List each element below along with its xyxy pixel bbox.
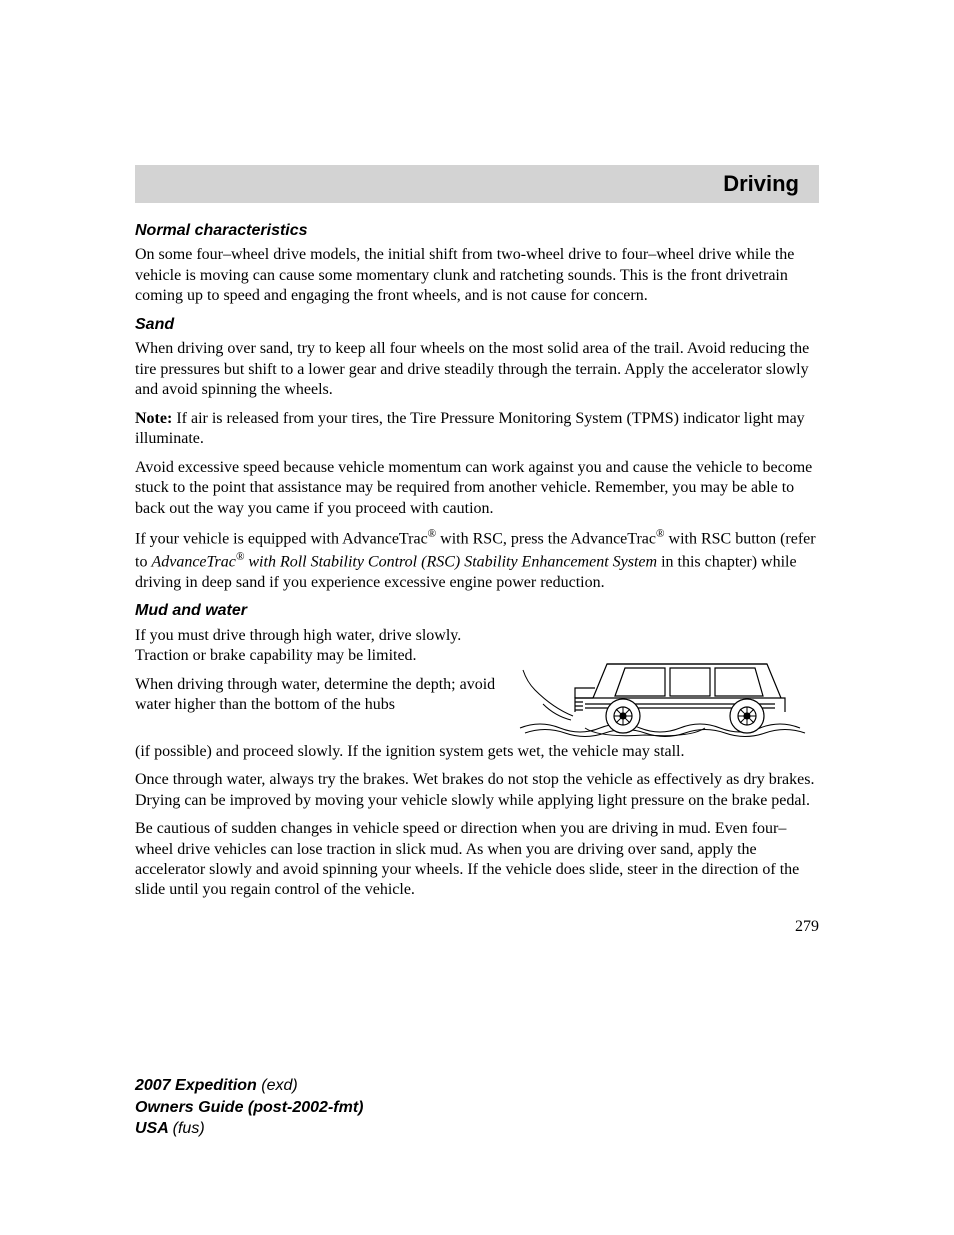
subhead-sand: Sand <box>135 315 819 335</box>
page-number: 279 <box>135 917 819 937</box>
sand-p4-b: with RSC, press the AdvanceTrac <box>436 530 656 547</box>
footer-code2: (fus) <box>173 1120 205 1137</box>
normal-p1: On some four–wheel drive models, the ini… <box>135 245 819 306</box>
suv-in-water-icon <box>515 630 815 740</box>
registered-icon: ® <box>656 528 665 540</box>
sand-p1: When driving over sand, try to keep all … <box>135 339 819 400</box>
footer-region: USA <box>135 1120 173 1137</box>
mud-text-col: If you must drive through high water, dr… <box>135 626 499 716</box>
footer-block: 2007 Expedition (exd) Owners Guide (post… <box>135 1075 363 1140</box>
section-title: Driving <box>723 170 799 198</box>
mud-row: If you must drive through high water, dr… <box>135 626 819 740</box>
page-content: Driving Normal characteristics On some f… <box>0 0 954 937</box>
footer-guide: Owners Guide (post-2002-fmt) <box>135 1099 363 1116</box>
footer-model: 2007 Expedition <box>135 1077 261 1094</box>
sand-p4-ital-b: with Roll Stability Control (RSC) Stabil… <box>244 553 657 570</box>
registered-icon: ® <box>428 528 437 540</box>
mud-left-p1: If you must drive through high water, dr… <box>135 626 499 667</box>
sand-p4-a: If your vehicle is equipped with Advance… <box>135 530 428 547</box>
mud-p3: Be cautious of sudden changes in vehicle… <box>135 819 819 901</box>
suv-water-illustration <box>511 626 819 740</box>
subhead-normal: Normal characteristics <box>135 221 819 241</box>
sand-p2-note: Note: If air is released from your tires… <box>135 409 819 450</box>
footer-code1: (exd) <box>261 1077 297 1094</box>
footer-line-3: USA (fus) <box>135 1118 363 1140</box>
sand-p4: If your vehicle is equipped with Advance… <box>135 527 819 593</box>
section-header-bar: Driving <box>135 165 819 203</box>
note-label: Note: <box>135 410 172 427</box>
mud-p2: Once through water, always try the brake… <box>135 770 819 811</box>
footer-line-2: Owners Guide (post-2002-fmt) <box>135 1097 363 1119</box>
sand-p4-ital-a: AdvanceTrac <box>151 553 235 570</box>
note-text: If air is released from your tires, the … <box>135 410 805 447</box>
sand-p3: Avoid excessive speed because vehicle mo… <box>135 458 819 519</box>
subhead-mud: Mud and water <box>135 601 819 621</box>
footer-line-1: 2007 Expedition (exd) <box>135 1075 363 1097</box>
mud-after: (if possible) and proceed slowly. If the… <box>135 742 819 762</box>
mud-left-p2: When driving through water, determine th… <box>135 675 499 716</box>
